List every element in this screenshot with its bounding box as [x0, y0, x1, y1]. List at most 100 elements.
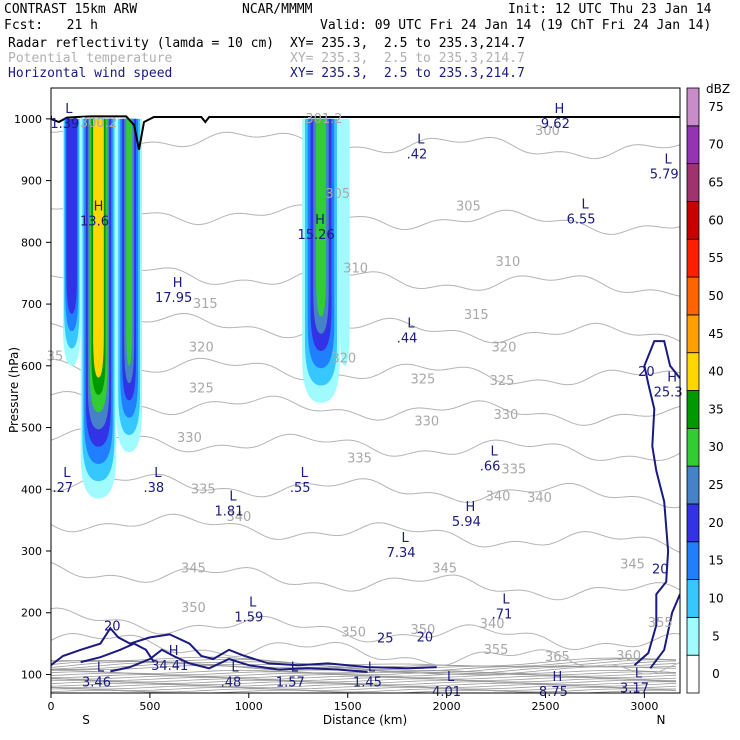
- colorbar-tick-label: 55: [708, 251, 723, 265]
- forecast-hour: Fcst: 21 h: [4, 18, 98, 33]
- extremum-value: 34.41: [151, 659, 188, 674]
- theta-line: [51, 607, 680, 651]
- theta-line: [51, 128, 680, 160]
- theta-line: [51, 687, 677, 691]
- theta-label: 345: [181, 561, 206, 576]
- low-marker: L: [581, 198, 589, 213]
- theta-line: [51, 671, 677, 676]
- theta-label: 310: [343, 261, 368, 276]
- wind-labels: 20 25 20 20 20: [104, 365, 668, 647]
- low-marker: L: [490, 444, 498, 459]
- theta-label: 310: [496, 255, 521, 270]
- plot-frame: [50, 87, 681, 694]
- extremum-value: 13.6: [80, 214, 109, 229]
- theta-label: 355: [484, 643, 509, 658]
- colorbar-swatch: [686, 276, 700, 316]
- reflectivity-contour: [93, 118, 104, 378]
- field-name-theta: Potential temperature: [8, 51, 173, 66]
- low-marker: L: [417, 133, 425, 148]
- theta-line: [51, 689, 677, 693]
- low-marker: L: [447, 670, 455, 685]
- extremum-value: 15.26: [297, 228, 334, 243]
- low-marker: L: [502, 593, 510, 608]
- theta-label: 315: [464, 308, 489, 323]
- theta-label: 340: [480, 617, 505, 632]
- extremum-value: 25.3: [654, 385, 683, 400]
- theta-label: 325: [490, 374, 515, 389]
- theta-label: 340: [226, 510, 251, 525]
- wind-label: 20: [652, 563, 669, 578]
- colorbar-swatch: [686, 654, 700, 694]
- colorbar-swatch: [686, 465, 700, 505]
- extremum-value: .44: [397, 332, 418, 347]
- colorbar-swatch: [686, 579, 700, 618]
- low-marker: L: [97, 661, 105, 676]
- theta-label: 320: [492, 340, 517, 355]
- colorbar-swatch: [686, 541, 700, 580]
- theta-line: [51, 312, 680, 344]
- colorbar-swatch: [686, 163, 700, 202]
- y-tick-label: 200: [21, 607, 42, 620]
- y-tick-label: 1000: [14, 113, 42, 126]
- colorbar-tick-label: 45: [708, 327, 723, 341]
- field-name-wind: Horizontal wind speed: [8, 66, 173, 81]
- field-name-reflectivity: Radar reflectivity (lamda = 10 cm): [8, 36, 275, 51]
- colorbar-tick-label: 5: [712, 629, 720, 643]
- x-end-label-south: S: [82, 713, 90, 727]
- reflectivity-fill: [62, 118, 350, 499]
- colorbar-tick-label: 65: [708, 176, 723, 190]
- theta-label: 355: [648, 616, 673, 631]
- high-marker: H: [553, 670, 563, 685]
- theta-label: 345: [620, 558, 645, 573]
- reflectivity-contour: [316, 118, 326, 317]
- theta-contours: [51, 128, 680, 693]
- theta-label: 365: [545, 650, 570, 665]
- colorbar-tick-label: 25: [708, 478, 723, 492]
- theta-label: 305: [456, 200, 481, 215]
- low-marker: L: [635, 667, 643, 682]
- axes: 100 200 300 400 500 600 700 800 900 1000 0 500 1000 1…: [14, 113, 658, 713]
- high-marker: H: [667, 370, 677, 385]
- theta-label: 330: [414, 414, 439, 429]
- theta-label: 335: [501, 463, 526, 478]
- low-marker: L: [368, 661, 376, 676]
- low-marker: L: [665, 152, 673, 167]
- reflectivity-contour: [339, 118, 350, 366]
- theta-line: [51, 656, 677, 667]
- y-tick-label: 900: [21, 175, 42, 188]
- low-marker: L: [63, 466, 71, 481]
- colorbar-units: dBZ: [706, 82, 730, 96]
- colorbar: 0 5 10 15 20 25 30 35 40 45 50 55 60 65 70 75: [686, 87, 724, 694]
- theta-label: 340: [486, 490, 511, 505]
- extremum-value: 1.45: [353, 676, 382, 691]
- colorbar-tick-label: 30: [708, 440, 723, 454]
- low-marker: L: [65, 102, 73, 117]
- colorbar-tick-label: 40: [708, 365, 723, 379]
- extremum-value: .27: [53, 481, 74, 496]
- y-tick-label: 100: [21, 668, 42, 681]
- extremum-value: 5.94: [452, 515, 481, 530]
- extremum-value: .71: [492, 608, 513, 623]
- theta-line: [51, 390, 680, 426]
- theta-label: 305: [325, 187, 350, 202]
- extremum-value: 6.55: [567, 213, 596, 228]
- low-marker: L: [231, 661, 239, 676]
- terrain-line: [51, 115, 680, 150]
- low-marker: L: [249, 596, 257, 611]
- theta-line: [51, 676, 676, 681]
- colorbar-tick-label: 70: [708, 138, 723, 152]
- colorbar-swatch: [686, 87, 700, 127]
- reflectivity-contour: [126, 118, 133, 366]
- extremum-value: .66: [480, 459, 501, 474]
- init-time: Init: 12 UTC Thu 23 Jan 14: [508, 2, 712, 17]
- x-tick-label: 1500: [334, 700, 362, 713]
- extremum-value: 5.79: [650, 167, 679, 182]
- x-tick-label: 3000: [630, 700, 658, 713]
- colorbar-tick-label: 15: [708, 554, 723, 568]
- extremum-value: 1.81: [215, 505, 244, 520]
- low-marker: L: [229, 490, 237, 505]
- theta-label: 350: [181, 601, 206, 616]
- wind-contour: [51, 626, 437, 670]
